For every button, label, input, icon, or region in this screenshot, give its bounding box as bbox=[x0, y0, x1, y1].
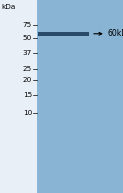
Bar bbox=[0, 0, 37, 193]
Text: 50: 50 bbox=[23, 35, 32, 41]
Text: 20: 20 bbox=[23, 77, 32, 83]
Text: 75: 75 bbox=[23, 22, 32, 28]
Bar bbox=[37, 0, 123, 193]
Text: 25: 25 bbox=[23, 65, 32, 72]
Text: 37: 37 bbox=[23, 50, 32, 56]
Text: 10: 10 bbox=[23, 110, 32, 116]
Text: kDa: kDa bbox=[1, 4, 15, 10]
Text: 60kDa: 60kDa bbox=[107, 29, 123, 38]
Text: 15: 15 bbox=[23, 91, 32, 98]
Bar bbox=[38, 32, 89, 36]
